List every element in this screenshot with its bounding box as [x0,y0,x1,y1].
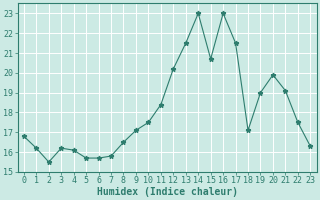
X-axis label: Humidex (Indice chaleur): Humidex (Indice chaleur) [97,186,237,197]
